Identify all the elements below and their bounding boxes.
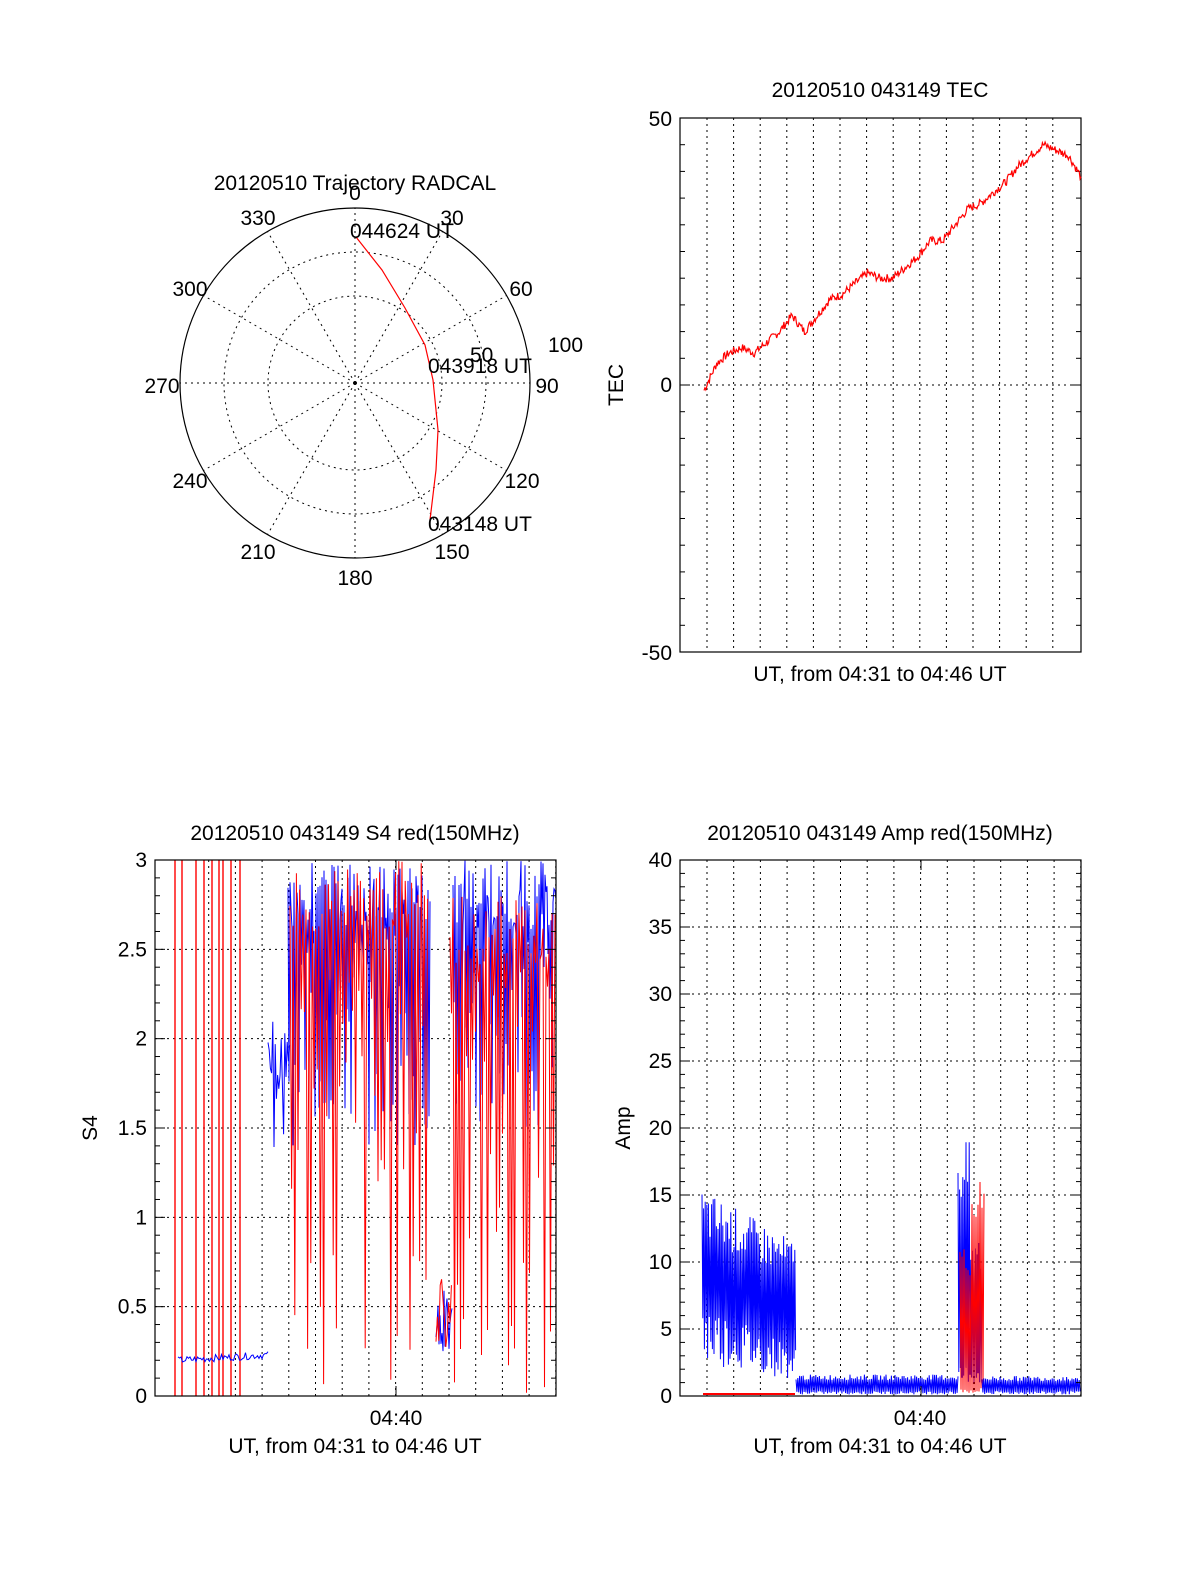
s4-ytick-label-4: 2 xyxy=(135,1028,147,1051)
amp-ytick-label-7: 35 xyxy=(649,916,672,939)
s4-ytick-label-2: 1 xyxy=(135,1206,147,1229)
s4-ytick-label-5: 2.5 xyxy=(118,938,147,961)
trajectory-line xyxy=(355,236,439,521)
amp-ytick-label-2: 10 xyxy=(649,1251,672,1274)
amp-ytick-label-5: 25 xyxy=(649,1050,672,1073)
tec-ylabel: TEC xyxy=(605,364,628,406)
s4-chart: 20120510 043149 S4 red(150MHz) 0 0.5 1 1.5 2… xyxy=(79,822,557,1458)
polar-azimuth-label-0: 0 xyxy=(349,182,361,205)
s4-red-dip xyxy=(435,1279,452,1348)
amp-blue-mid-floor xyxy=(795,1374,959,1395)
s4-xtick-0440: 04:40 xyxy=(370,1407,423,1430)
s4-red-dense-a xyxy=(289,861,429,1385)
tec-ytick-50: 50 xyxy=(649,108,672,131)
tec-chart: 20120510 043149 TEC 50 0 -50 TEC UT, fro… xyxy=(605,79,1082,686)
amp-ytick-label-8: 40 xyxy=(649,849,672,872)
polar-azimuth-label-120: 120 xyxy=(504,470,539,493)
amp-blue-burst xyxy=(957,1142,983,1384)
polar-title: 20120510 Trajectory RADCAL xyxy=(214,172,497,195)
polar-grid xyxy=(180,208,530,558)
trajectory-mid-label: 043918 UT xyxy=(428,355,532,378)
amp-ylabel: Amp xyxy=(612,1106,635,1149)
polar-spoke-30 xyxy=(354,231,443,384)
s4-ytick-label-6: 3 xyxy=(135,849,147,872)
s4-xlabel: UT, from 04:31 to 04:46 UT xyxy=(228,1435,481,1458)
amp-ytick-labels: 0 5 10 15 20 25 30 35 40 xyxy=(649,849,672,1408)
amp-ytick-label-0: 0 xyxy=(660,1385,672,1408)
amp-red-burst xyxy=(959,1181,985,1393)
polar-azimuth-labels: 0 30 60 90 120 150 180 210 240 270 300 330 xyxy=(144,182,558,590)
polar-spoke-60 xyxy=(354,295,507,384)
polar-ring-label-100: 100 xyxy=(548,334,583,357)
polar-azimuth-label-270: 270 xyxy=(144,375,179,398)
amp-chart: 20120510 043149 Amp red(150MHz) 0 5 10 15 20… xyxy=(612,822,1082,1458)
polar-outer-ring xyxy=(179,207,531,559)
polar-spoke-300 xyxy=(203,295,356,384)
s4-plot-frame xyxy=(154,859,557,1397)
polar-azimuth-label-300: 300 xyxy=(172,278,207,301)
polar-ring-mid xyxy=(223,251,487,515)
s4-ytick-label-1: 0.5 xyxy=(118,1296,147,1319)
polar-spoke-120 xyxy=(354,382,507,471)
amp-title: 20120510 043149 Amp red(150MHz) xyxy=(707,822,1053,845)
amp-blue-early-band xyxy=(701,1194,797,1378)
polar-ring-label-50: 50 xyxy=(470,344,493,367)
s4-blue-burst-a xyxy=(267,1021,291,1148)
polar-azimuth-label-60: 60 xyxy=(509,278,532,301)
polar-azimuth-label-180: 180 xyxy=(337,567,372,590)
amp-plot-frame xyxy=(679,859,1082,1397)
tec-title: 20120510 043149 TEC xyxy=(772,79,989,102)
s4-grid xyxy=(155,860,557,1396)
polar-azimuth-label-330: 330 xyxy=(240,207,275,230)
tec-series-line xyxy=(703,140,1082,392)
s4-ytick-label-0: 0 xyxy=(135,1385,147,1408)
tec-ytick-0: 0 xyxy=(660,374,672,397)
polar-azimuth-label-210: 210 xyxy=(240,541,275,564)
polar-spoke-150 xyxy=(354,382,443,535)
amp-ytick-label-1: 5 xyxy=(660,1318,672,1341)
amp-blue-late-floor xyxy=(981,1375,1081,1395)
s4-ticks xyxy=(155,859,556,1397)
polar-chart: 20120510 Trajectory RADCAL 0 30 60 90 120 150… xyxy=(144,172,583,590)
s4-blue-dense-b xyxy=(452,860,557,1127)
s4-ytick-labels: 0 0.5 1 1.5 2 2.5 3 xyxy=(118,849,147,1408)
amp-ytick-label-4: 20 xyxy=(649,1117,672,1140)
polar-ring-inner xyxy=(267,295,443,471)
tec-xlabel: UT, from 04:31 to 04:46 UT xyxy=(753,663,1006,686)
tec-grid xyxy=(680,118,1081,652)
amp-xtick-0440: 04:40 xyxy=(894,1407,947,1430)
s4-ytick-label-3: 1.5 xyxy=(118,1117,147,1140)
amp-ytick-label-3: 15 xyxy=(649,1184,672,1207)
trajectory-end-label: 044624 UT xyxy=(350,220,454,243)
polar-spoke-240 xyxy=(203,382,356,471)
s4-blue-low-band xyxy=(177,1351,269,1364)
amp-ytick-label-6: 30 xyxy=(649,983,672,1006)
amp-xlabel: UT, from 04:31 to 04:46 UT xyxy=(753,1435,1006,1458)
polar-azimuth-label-240: 240 xyxy=(172,470,207,493)
polar-azimuth-label-150: 150 xyxy=(434,541,469,564)
tec-plot-frame xyxy=(679,117,1082,653)
polar-azimuth-label-90: 90 xyxy=(535,375,558,398)
s4-ylabel: S4 xyxy=(79,1115,102,1141)
tec-ytick-neg50: -50 xyxy=(642,642,672,665)
s4-data xyxy=(174,860,557,1396)
trajectory-start-label: 043148 UT xyxy=(428,513,532,536)
amp-data xyxy=(701,1142,1081,1395)
polar-spoke-210 xyxy=(267,382,356,535)
polar-azimuth-label-30: 30 xyxy=(440,207,463,230)
s4-red-dense-b xyxy=(449,896,556,1393)
s4-title: 20120510 043149 S4 red(150MHz) xyxy=(190,822,519,845)
polar-spoke-330 xyxy=(267,231,356,384)
